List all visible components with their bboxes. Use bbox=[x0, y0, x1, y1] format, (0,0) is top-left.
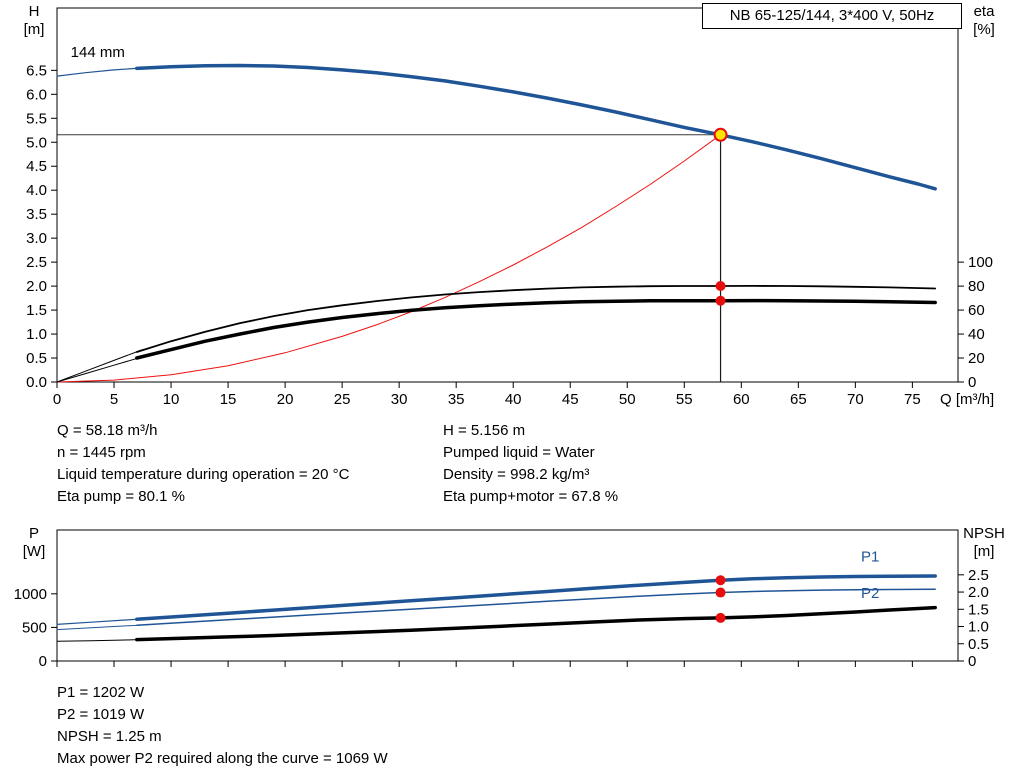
right-tick-label: 80 bbox=[968, 278, 985, 295]
density-value: Density = 998.2 kg/m³ bbox=[443, 466, 590, 483]
x-tick-label: 5 bbox=[110, 391, 118, 408]
qh-chart-frame bbox=[56, 7, 959, 383]
p2-point bbox=[715, 587, 726, 598]
eta-pump-value: Eta pump = 80.1 % bbox=[57, 488, 185, 505]
npsh-value: NPSH = 1.25 m bbox=[57, 728, 162, 745]
flow-value: Q = 58.18 m³/h bbox=[57, 422, 158, 439]
hq-curve-144mm bbox=[135, 63, 937, 191]
p2-curve bbox=[136, 588, 936, 626]
npsh-curve-lead bbox=[56, 638, 149, 642]
eta-pump-motor-curve bbox=[135, 298, 937, 360]
left-tick-label: 4.5 bbox=[26, 158, 47, 175]
right-tick-label: 2.0 bbox=[968, 584, 989, 601]
impeller-size-label: 144 mm bbox=[71, 44, 125, 61]
right-tick-label: 0 bbox=[968, 374, 976, 391]
x-tick-label: 10 bbox=[163, 391, 180, 408]
left-tick-label: 1.5 bbox=[26, 302, 47, 319]
left-tick-label: 0.0 bbox=[26, 374, 47, 391]
p1-value: P1 = 1202 W bbox=[57, 684, 145, 701]
eta-pump-point bbox=[715, 280, 726, 291]
hq-curve-lead bbox=[56, 67, 144, 77]
x-tick-label: 25 bbox=[334, 391, 351, 408]
x-tick-label: 35 bbox=[448, 391, 465, 408]
left-tick-label: 0 bbox=[39, 653, 47, 670]
x-tick-label: 65 bbox=[790, 391, 807, 408]
pumped-liquid-value: Pumped liquid = Water bbox=[443, 444, 595, 461]
right-tick-label: 1.0 bbox=[968, 619, 989, 636]
eta-pump-curve bbox=[135, 284, 937, 353]
right-axis-title: [%] bbox=[973, 21, 995, 38]
left-tick-label: 3.5 bbox=[26, 206, 47, 223]
right-tick-label: 40 bbox=[968, 326, 985, 343]
npsh-point bbox=[715, 612, 726, 623]
p2-label: P2 bbox=[861, 585, 879, 602]
x-tick-label: 30 bbox=[391, 391, 408, 408]
duty-point bbox=[713, 127, 728, 142]
right-axis-title: [m] bbox=[974, 543, 995, 560]
eta-pump-motor-curve-lead bbox=[56, 356, 143, 383]
right-tick-label: 1.5 bbox=[968, 601, 989, 618]
x-tick-label: 55 bbox=[676, 391, 693, 408]
eta-pump-motor-value: Eta pump+motor = 67.8 % bbox=[443, 488, 619, 505]
eta-pump-motor-point bbox=[715, 295, 726, 306]
left-tick-label: 3.0 bbox=[26, 230, 47, 247]
right-tick-label: 2.5 bbox=[968, 567, 989, 584]
left-axis-title: [W] bbox=[23, 543, 46, 560]
right-axis-title: NPSH bbox=[963, 525, 1005, 542]
left-tick-label: 6.5 bbox=[26, 62, 47, 79]
x-tick-label: 0 bbox=[53, 391, 61, 408]
liquid-temperature-value: Liquid temperature during operation = 20… bbox=[57, 466, 350, 483]
x-tick-label: 70 bbox=[847, 391, 864, 408]
right-tick-label: 0.5 bbox=[968, 636, 989, 653]
left-tick-label: 1.0 bbox=[26, 326, 47, 343]
x-tick-label: 20 bbox=[277, 391, 294, 408]
left-tick-label: 500 bbox=[22, 619, 47, 636]
left-tick-label: 2.0 bbox=[26, 278, 47, 295]
left-tick-label: 5.5 bbox=[26, 110, 47, 127]
x-tick-label: 60 bbox=[733, 391, 750, 408]
x-tick-label: 45 bbox=[562, 391, 579, 408]
x-tick-label: 50 bbox=[619, 391, 636, 408]
eta-pump-curve-lead bbox=[56, 349, 143, 383]
p1-point bbox=[715, 575, 726, 586]
x-tick-label: 15 bbox=[220, 391, 237, 408]
p1-curve-lead bbox=[56, 618, 149, 626]
p2-value: P2 = 1019 W bbox=[57, 706, 145, 723]
x-axis-title: Q [m³/h] bbox=[940, 391, 994, 408]
pump-title-box: NB 65-125/144, 3*400 V, 50Hz bbox=[702, 3, 962, 29]
left-tick-label: 6.0 bbox=[26, 86, 47, 103]
power-info: P1 = 1202 W P2 = 1019 W NPSH = 1.25 m Ma… bbox=[57, 682, 388, 770]
left-tick-label: 2.5 bbox=[26, 254, 47, 271]
left-tick-label: 0.5 bbox=[26, 350, 47, 367]
p1-label: P1 bbox=[861, 549, 879, 566]
x-tick-label: 40 bbox=[505, 391, 522, 408]
duty-info-right: H = 5.156 m Pumped liquid = Water Densit… bbox=[443, 420, 618, 508]
head-value: H = 5.156 m bbox=[443, 422, 526, 439]
left-tick-label: 5.0 bbox=[26, 134, 47, 151]
right-axis-title: eta bbox=[974, 3, 996, 20]
max-power-value: Max power P2 required along the curve = … bbox=[57, 750, 388, 767]
right-tick-label: 60 bbox=[968, 302, 985, 319]
qh-chart: 6.5 6.0 5.5 5.0 4.5 4.0 3.5 3.0 2.5 2.0 1.5 1.0 0.5 0… bbox=[24, 3, 996, 408]
left-axis-title: [m] bbox=[24, 21, 45, 38]
system-curve bbox=[56, 134, 721, 383]
left-axis-title: H bbox=[29, 3, 40, 20]
power-npsh-chart-frame bbox=[56, 529, 959, 662]
right-tick-label: 20 bbox=[968, 350, 985, 367]
npsh-curve bbox=[135, 605, 937, 642]
left-tick-label: 1000 bbox=[14, 586, 47, 603]
x-tick-label: 75 bbox=[904, 391, 921, 408]
right-tick-label: 0 bbox=[968, 653, 976, 670]
left-axis-title: P bbox=[29, 525, 39, 542]
left-tick-label: 4.0 bbox=[26, 182, 47, 199]
duty-info-left: Q = 58.18 m³/h n = 1445 rpm Liquid tempe… bbox=[57, 420, 349, 508]
speed-value: n = 1445 rpm bbox=[57, 444, 146, 461]
p2-curve-lead bbox=[56, 624, 149, 631]
right-tick-label: 100 bbox=[968, 254, 993, 271]
p1-curve bbox=[135, 574, 937, 622]
